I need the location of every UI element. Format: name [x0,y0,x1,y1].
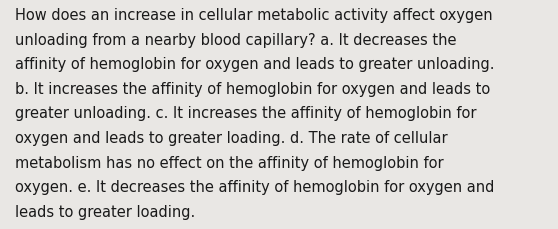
Text: oxygen. e. It decreases the affinity of hemoglobin for oxygen and: oxygen. e. It decreases the affinity of … [15,180,494,194]
Text: oxygen and leads to greater loading. d. The rate of cellular: oxygen and leads to greater loading. d. … [15,131,448,145]
Text: b. It increases the affinity of hemoglobin for oxygen and leads to: b. It increases the affinity of hemoglob… [15,82,490,96]
Text: unloading from a nearby blood capillary? a. It decreases the: unloading from a nearby blood capillary?… [15,33,456,47]
Text: How does an increase in cellular metabolic activity affect oxygen: How does an increase in cellular metabol… [15,8,493,23]
Text: greater unloading. c. It increases the affinity of hemoglobin for: greater unloading. c. It increases the a… [15,106,477,121]
Text: metabolism has no effect on the affinity of hemoglobin for: metabolism has no effect on the affinity… [15,155,444,170]
Text: leads to greater loading.: leads to greater loading. [15,204,195,219]
Text: affinity of hemoglobin for oxygen and leads to greater unloading.: affinity of hemoglobin for oxygen and le… [15,57,494,72]
